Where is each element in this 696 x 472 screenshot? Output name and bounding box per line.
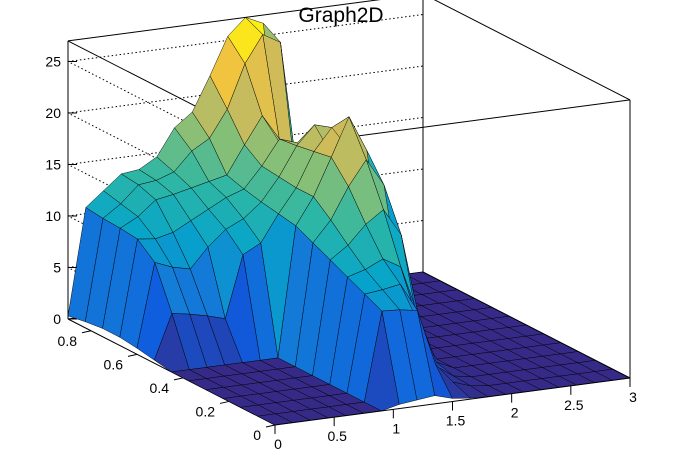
- x-tick-label: 1.5: [446, 413, 466, 429]
- x-tick-label: 3: [629, 389, 637, 405]
- x-tick-label: 1: [392, 420, 400, 436]
- x-tick-label: 2: [511, 405, 519, 421]
- top-right-edge: [433, 0, 631, 101]
- x-tick-label: 2.5: [564, 397, 584, 413]
- z-tick-label: 10: [45, 208, 61, 224]
- x-tick-label: 0: [274, 436, 282, 452]
- y-tick-mark: [127, 353, 138, 357]
- right-floor-edge: [422, 271, 631, 379]
- y-tick-label: 0.8: [58, 333, 78, 349]
- axis-ticks: 0 0.5 1 1.5 2 2.5 3 0 0.2 0.4 0.6 0.8 0 5 10 15 20 25: [45, 54, 637, 453]
- z-tick-label: 0: [53, 311, 61, 327]
- z-tick-label: 15: [45, 157, 61, 173]
- y-tick-mark: [265, 424, 276, 428]
- y-tick-mark: [81, 330, 92, 334]
- y-tick-label: 0.4: [150, 380, 170, 396]
- z-tick-label: 5: [53, 260, 61, 276]
- surface-plot: [67, 17, 631, 426]
- y-tick-label: 0.6: [104, 356, 124, 372]
- y-tick-mark: [219, 400, 230, 404]
- chart-title: Graph2D: [298, 4, 383, 27]
- y-tick-label: 0.2: [196, 403, 216, 419]
- y-tick-mark: [173, 377, 184, 381]
- grid-line-left-wall: [67, 61, 276, 168]
- x-tick-label: 0.5: [327, 428, 347, 444]
- y-tick-label: 0: [253, 427, 261, 443]
- z-tick-label: 25: [45, 54, 61, 70]
- z-tick-label: 20: [45, 105, 61, 121]
